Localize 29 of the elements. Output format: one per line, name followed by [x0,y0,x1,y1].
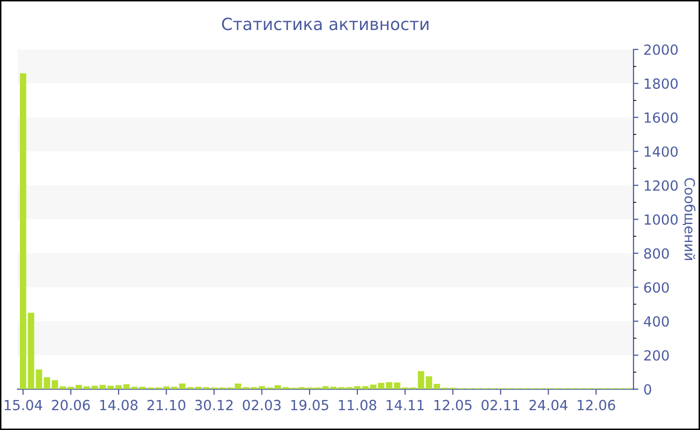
y-axis-title: Сообщений [682,178,696,260]
y-tick-label: 1200 [644,180,678,191]
y-tick-label: 600 [644,282,669,293]
bar [36,369,42,390]
x-tick-label: 21.10 [147,400,186,410]
y-tick-label: 200 [644,350,669,361]
y-tick-label: 1000 [644,214,678,225]
y-tick-label: 2000 [644,44,678,55]
x-tick-label: 15.04 [4,400,42,410]
y-tick-label: 1400 [644,146,678,157]
y-tick-label: 1800 [644,78,678,89]
x-tick-label: 02.11 [482,400,520,410]
x-tick-label: 30.12 [195,400,233,410]
x-tick-label: 02.03 [242,400,281,410]
x-tick-label: 11.08 [338,400,376,410]
y-tick-label: 400 [644,316,669,327]
x-tick-label: 19.05 [291,400,328,410]
chart-title: Статистика активности [222,18,428,30]
x-tick-label: 20.06 [52,400,90,410]
y-tick-label: 1600 [644,112,678,123]
x-tick-label: 14.08 [100,400,138,410]
y-tick-label: 800 [644,248,669,259]
x-tick-label: 24.04 [529,400,568,410]
x-tick-label: 12.06 [578,400,616,410]
y-tick-label: 0 [644,384,652,395]
bar [322,386,329,390]
bar [418,371,424,390]
x-tick-label: 12.05 [434,400,472,410]
x-tick-label: 14.11 [386,400,424,410]
